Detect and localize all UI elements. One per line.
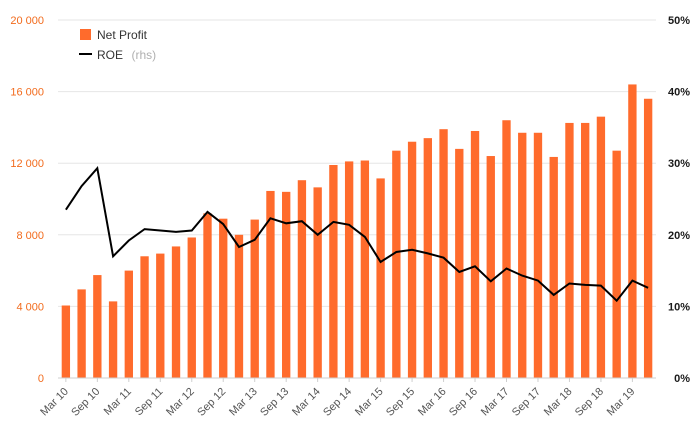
bar (108, 301, 118, 378)
bar (549, 156, 558, 378)
bar (455, 148, 464, 378)
bar (219, 218, 228, 378)
legend-label-net-profit: Net Profit (97, 28, 148, 42)
legend-swatch-net-profit (80, 29, 91, 40)
y-tick-label-right: 20% (668, 230, 690, 242)
line-series-roe (65, 165, 649, 303)
y-tick-label-right: 50% (668, 15, 690, 27)
bar (156, 253, 165, 378)
bar (282, 191, 291, 378)
bar (360, 160, 370, 378)
y-tick-label-right: 0% (674, 373, 690, 385)
x-tick-label: Sep 10 (69, 386, 102, 419)
y-tick-label-left: 8 000 (16, 230, 44, 242)
legend-label-roe-suffix: (rhs) (131, 48, 156, 62)
bar (612, 150, 621, 378)
x-tick-label: Mar 11 (102, 386, 134, 418)
y-tick-label-right: 10% (668, 301, 690, 313)
bar (77, 289, 86, 378)
bar (250, 219, 259, 378)
x-tick-label: Sep 16 (447, 386, 480, 419)
bar (266, 190, 275, 378)
bar (329, 164, 338, 378)
bar (502, 120, 511, 379)
x-tick-label: Mar 14 (290, 386, 323, 419)
x-tick-label: Mar 13 (227, 386, 260, 419)
x-tick-label: Sep 11 (133, 386, 166, 419)
bar (628, 84, 637, 378)
x-tick-label: Sep 18 (573, 386, 606, 419)
legend: Net Profit ROE (rhs) (79, 28, 156, 63)
x-tick-label: Mar 10 (38, 386, 71, 419)
bar (313, 187, 322, 378)
y-tick-label-left: 4 000 (16, 301, 44, 313)
x-tick-label: Sep 15 (384, 386, 417, 419)
bar (643, 98, 653, 378)
bar (533, 132, 543, 378)
bar (392, 150, 401, 378)
bar (140, 256, 149, 378)
bar (187, 237, 196, 378)
x-tick-label: Sep 12 (195, 386, 228, 419)
bar (376, 178, 385, 378)
x-tick-label: Sep 13 (258, 386, 291, 419)
bar (486, 156, 495, 378)
x-tick-label: Mar 17 (479, 386, 512, 419)
bar (297, 180, 307, 378)
bar (565, 122, 574, 378)
bar (439, 129, 448, 378)
bar (596, 116, 606, 378)
legend-label-roe: ROE (rhs) (97, 46, 156, 63)
bar (234, 234, 244, 378)
y-tick-label-left: 0 (38, 373, 44, 385)
x-tick-label: Sep 17 (510, 386, 543, 419)
bar (470, 130, 480, 378)
bar (124, 270, 133, 378)
y-tick-label-right: 30% (668, 158, 690, 170)
bar (518, 132, 527, 378)
y-tick-label-right: 40% (668, 87, 690, 99)
x-tick-label: Sep 14 (321, 386, 354, 419)
bar (581, 122, 590, 378)
bar (61, 305, 71, 378)
legend-label-roe-text: ROE (97, 48, 123, 62)
bar (171, 246, 181, 378)
y-tick-label-left: 16 000 (10, 87, 44, 99)
x-tick-label: Mar 12 (164, 386, 197, 419)
y-tick-label-left: 20 000 (10, 15, 44, 27)
bar (344, 161, 354, 378)
bar (93, 275, 102, 378)
bar (407, 141, 417, 378)
x-tick-label: Mar 15 (353, 386, 386, 419)
x-tick-label: Mar 19 (605, 386, 638, 419)
bar-series-net-profit (61, 84, 653, 379)
y-tick-label-left: 12 000 (10, 158, 44, 170)
bar (423, 138, 432, 378)
x-tick-label: Mar 18 (542, 386, 575, 419)
x-tick-label: Mar 16 (416, 386, 449, 419)
bar (203, 213, 212, 378)
roe-line (65, 165, 649, 303)
